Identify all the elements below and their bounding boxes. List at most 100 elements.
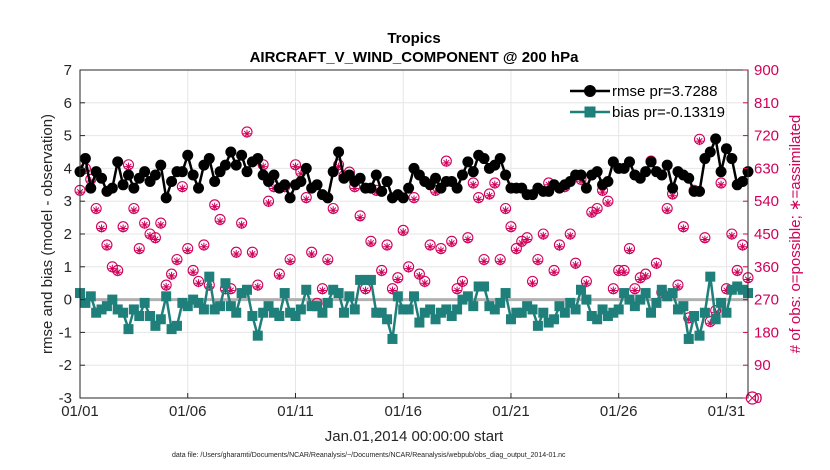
data-file-footnote: data file: /Users/gharamti/Documents/NCA… [172,452,566,459]
bias-point [268,307,279,318]
obs-assimilated-marker [81,166,90,175]
rmse-point [430,172,442,184]
obs-assimilated-marker [243,129,251,138]
bias-point [355,274,366,285]
y-axis-label: rmse and bias (model - observation) [39,114,56,354]
bias-point [193,297,204,308]
obs-assimilated-marker [210,202,219,211]
rmse-point [602,176,614,188]
obs-assimilated-marker [717,180,726,189]
obs-assimilated-marker [216,217,225,226]
rmse-point [176,166,188,178]
rmse-point [370,169,382,181]
bias-point [290,311,301,321]
obs-assimilated-marker [404,264,413,273]
rmse-point [182,149,194,161]
rmse-point [737,176,749,188]
obs-assimilated-marker [679,224,688,233]
rmse-point [333,146,345,158]
obs-assimilated-marker [248,250,257,259]
bias-point [139,297,150,308]
obs-assimilated-marker [410,195,418,204]
obs-assimilated-marker [436,246,445,255]
y2-tick-label: 810 [754,95,779,112]
bias-point [457,294,468,305]
obs-assimilated-marker [550,268,559,277]
rmse-point [381,176,393,188]
obs-assimilated-marker [388,286,397,295]
bias-point [306,301,317,312]
obs-assimilated-marker [695,137,704,146]
x-tick-label: 01/01 [61,403,99,420]
y-tick-label: -3 [59,390,72,407]
obs-assimilated-marker [296,169,305,178]
rmse-point [640,166,652,178]
obs-assimilated-marker [571,260,580,269]
rmse-point [683,172,695,184]
y2-tick-label: 90 [754,357,771,374]
rmse-point [467,166,479,178]
obs-assimilated-marker [496,257,505,266]
rmse-point [85,182,97,194]
obs-assimilated-marker [582,279,591,288]
rmse-point [656,169,668,181]
obs-assimilated-marker [506,224,515,233]
obs-assimilated-marker [442,158,451,167]
bias-point [279,288,290,299]
obs-assimilated-marker [447,239,456,248]
obs-assimilated-marker [555,242,564,251]
bias-point [624,294,635,305]
obs-assimilated-marker [226,286,235,295]
bias-point [252,330,263,341]
bias-point [198,304,209,315]
obs-assimilated-marker [636,275,645,284]
obs-assimilated-marker [577,177,585,186]
y-tick-label: -2 [59,357,72,374]
obs-assimilated-marker [620,268,629,277]
bias-point [236,288,247,299]
bias-point [414,317,425,328]
rmse-point [710,133,722,145]
rmse-point [279,179,291,191]
obs-assimilated-marker [350,184,359,193]
rmse-point [166,176,178,188]
rmse-point [79,153,91,165]
obs-assimilated-marker [426,242,435,251]
y-tick-label: 1 [64,259,72,276]
bias-point [182,301,193,312]
obs-assimilated-marker [151,235,160,244]
obs-assimilated-marker [700,235,709,244]
bias-point [419,307,430,318]
bias-point [344,291,355,302]
bias-point [484,301,495,312]
bias-point [247,311,258,321]
obs-assimilated-marker [253,282,262,291]
bias-point [619,288,630,299]
x-tick-label: 01/31 [708,403,746,420]
obs-assimilated-marker [517,239,526,248]
rmse-point [354,172,366,184]
bias-point [565,297,576,308]
obs-assimilated-marker [129,206,138,215]
obs-assimilated-marker [722,286,731,295]
obs-assimilated-marker [302,195,311,204]
rmse-point [500,169,512,181]
bias-point [365,274,376,285]
obs-assimilated-marker [539,231,548,240]
obs-assimilated-marker [523,235,532,244]
bias-point [581,294,592,305]
rmse-point [462,156,474,168]
obs-assimilated-marker [162,282,171,291]
bias-point [608,307,619,318]
obs-assimilated-marker [119,224,128,233]
bias-point [317,307,328,318]
obs-assimilated-marker [630,286,639,295]
bias-point [301,284,312,295]
bias-point [166,324,177,335]
bias-point [258,307,269,318]
bias-point [425,304,436,315]
bias-point [586,311,597,321]
bias-point [155,314,166,325]
bias-point [532,320,543,331]
obs-assimilated-marker [474,195,483,204]
